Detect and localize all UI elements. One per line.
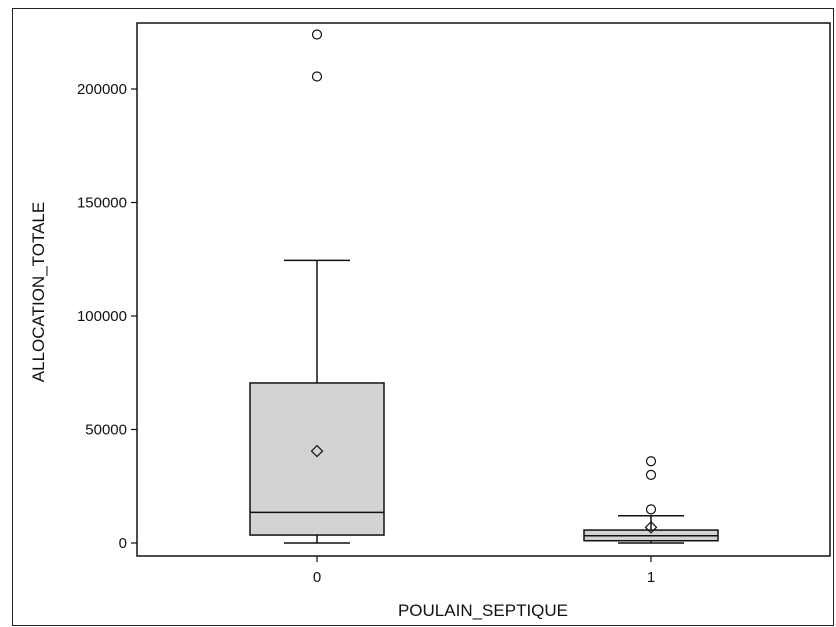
x-tick-label: 1 — [647, 569, 655, 586]
outlier-point — [645, 469, 657, 480]
box-group-1 — [583, 456, 719, 544]
x-tick-label: 0 — [313, 569, 321, 586]
y-tick-label: 0 — [119, 535, 127, 552]
outlier-point — [311, 71, 323, 82]
x-axis-title: POULAIN_SEPTIQUE — [398, 601, 568, 620]
y-tick-label: 100000 — [77, 308, 127, 325]
outlier-point — [645, 456, 657, 467]
outlier-point — [645, 504, 657, 515]
y-axis-title: ALLOCATION_TOTALE — [29, 202, 48, 382]
box-group-0 — [249, 29, 385, 544]
mean-marker — [644, 520, 658, 534]
chart-frame — [12, 8, 834, 626]
iqr-box — [249, 382, 385, 536]
y-axis: 0 50000 100000 150000 200000 — [77, 81, 137, 552]
outlier-point — [311, 29, 323, 40]
mean-marker — [310, 444, 324, 458]
y-tick-label: 50000 — [85, 422, 127, 439]
plot-area — [136, 22, 831, 557]
y-tick-label: 150000 — [77, 195, 127, 212]
y-tick-label: 200000 — [77, 81, 127, 98]
box-series — [249, 29, 719, 544]
